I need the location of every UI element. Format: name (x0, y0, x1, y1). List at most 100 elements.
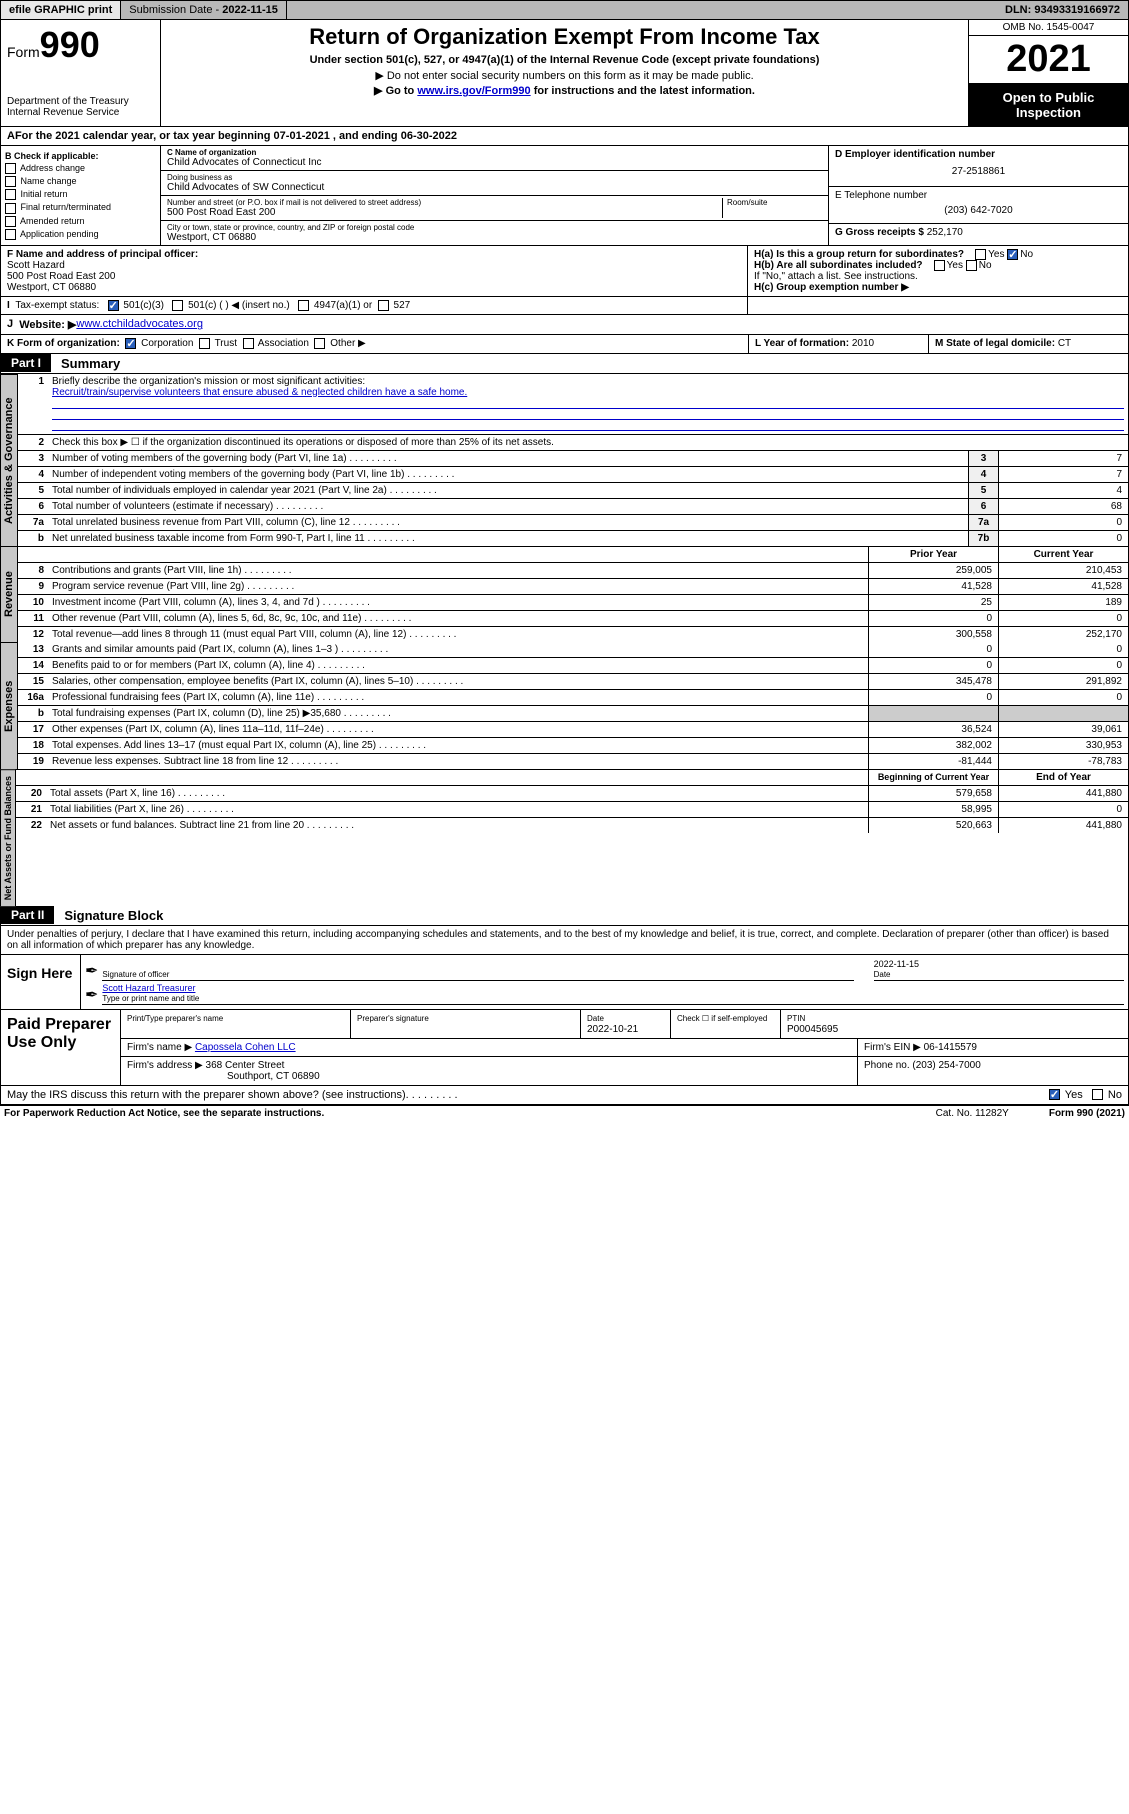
firm-name[interactable]: Capossela Cohen LLC (195, 1042, 296, 1053)
table-row: 4 Number of independent voting members o… (18, 467, 1128, 483)
block-bcd: B Check if applicable: Address change Na… (0, 146, 1129, 246)
block-b: B Check if applicable: Address change Na… (1, 146, 161, 245)
section-expenses: Expenses 13 Grants and similar amounts p… (0, 642, 1129, 769)
section-revenue: Revenue Prior Year Current Year 8 Contri… (0, 546, 1129, 642)
city-state-zip: Westport, CT 06880 (167, 232, 822, 243)
year-formation: 2010 (852, 338, 874, 349)
pen-icon: ✒ (85, 985, 98, 1005)
footer: For Paperwork Reduction Act Notice, see … (0, 1105, 1129, 1121)
table-row: 6 Total number of volunteers (estimate i… (18, 499, 1128, 515)
tab-expenses: Expenses (0, 642, 18, 769)
irs-link[interactable]: www.irs.gov/Form990 (417, 85, 530, 97)
note-ssn: ▶ Do not enter social security numbers o… (167, 69, 962, 82)
table-row: 10 Investment income (Part VIII, column … (18, 595, 1128, 611)
checkbox-other[interactable] (314, 338, 325, 349)
form-title: Return of Organization Exempt From Incom… (167, 24, 962, 50)
checkbox-name-change[interactable] (5, 176, 16, 187)
checkbox-address-change[interactable] (5, 163, 16, 174)
gross-receipts: 252,170 (927, 227, 963, 238)
table-row: 14 Benefits paid to or for members (Part… (18, 658, 1128, 674)
section-activities: Activities & Governance 1 Briefly descri… (0, 374, 1129, 546)
table-row: 16a Professional fundraising fees (Part … (18, 690, 1128, 706)
section-netassets: Net Assets or Fund Balances Beginning of… (0, 769, 1129, 906)
checkbox-527[interactable] (378, 300, 389, 311)
checkbox-corp[interactable] (125, 338, 136, 349)
checkbox-hb-yes[interactable] (934, 260, 945, 271)
discuss-row: May the IRS discuss this return with the… (0, 1086, 1129, 1105)
block-fh: F Name and address of principal officer:… (0, 246, 1129, 297)
telephone: (203) 642-7020 (835, 201, 1122, 220)
website-link[interactable]: www.ctchildadvocates.org (76, 318, 203, 331)
line-a: A For the 2021 calendar year, or tax yea… (0, 127, 1129, 146)
note-link: ▶ Go to www.irs.gov/Form990 for instruct… (167, 84, 962, 97)
part1-header: Part I Summary (0, 354, 1129, 374)
checkbox-trust[interactable] (199, 338, 210, 349)
pen-icon: ✒ (85, 961, 98, 981)
dept-treasury: Department of the Treasury Internal Reve… (7, 96, 154, 118)
checkbox-final-return[interactable] (5, 203, 16, 214)
checkbox-discuss-no[interactable] (1092, 1089, 1103, 1100)
table-row: 20 Total assets (Part X, line 16) 579,65… (16, 786, 1128, 802)
dln: DLN: 93493319166972 (997, 1, 1128, 19)
table-row: 21 Total liabilities (Part X, line 26) 5… (16, 802, 1128, 818)
ptin: P00045695 (787, 1024, 838, 1035)
firm-addr2: Southport, CT 06890 (227, 1071, 320, 1082)
table-row: 8 Contributions and grants (Part VIII, l… (18, 563, 1128, 579)
mission-text[interactable]: Recruit/train/supervise volunteers that … (52, 387, 467, 398)
checkbox-501c[interactable] (172, 300, 183, 311)
table-row: 19 Revenue less expenses. Subtract line … (18, 754, 1128, 769)
dba: Child Advocates of SW Connecticut (167, 182, 822, 193)
table-row: 7a Total unrelated business revenue from… (18, 515, 1128, 531)
block-c: C Name of organization Child Advocates o… (161, 146, 828, 245)
checkbox-initial-return[interactable] (5, 189, 16, 200)
checkbox-ha-yes[interactable] (975, 249, 986, 260)
checkbox-4947[interactable] (298, 300, 309, 311)
penalties-text: Under penalties of perjury, I declare th… (0, 926, 1129, 955)
checkbox-amended-return[interactable] (5, 216, 16, 227)
table-row: 17 Other expenses (Part IX, column (A), … (18, 722, 1128, 738)
submission-date: Submission Date - 2022-11-15 (121, 1, 287, 19)
line-klm: K Form of organization: Corporation Trus… (0, 335, 1129, 353)
firm-ein: 06-1415579 (924, 1042, 977, 1053)
state-domicile: CT (1058, 338, 1071, 349)
officer-name-sig[interactable]: Scott Hazard Treasurer (102, 983, 195, 993)
checkbox-application-pending[interactable] (5, 229, 16, 240)
tab-netassets: Net Assets or Fund Balances (0, 769, 16, 906)
sig-date: 2022-11-15 (874, 959, 919, 969)
part2-header: Part II Signature Block (0, 906, 1129, 926)
form-header: Form990 Department of the Treasury Inter… (0, 20, 1129, 127)
org-name: Child Advocates of Connecticut Inc (167, 157, 822, 168)
prep-date: 2022-10-21 (587, 1024, 638, 1035)
tab-revenue: Revenue (0, 546, 18, 642)
table-row: 3 Number of voting members of the govern… (18, 451, 1128, 467)
checkbox-501c3[interactable] (108, 300, 119, 311)
ein: 27-2518861 (835, 160, 1122, 183)
tab-activities: Activities & Governance (0, 374, 18, 546)
paid-preparer: Paid Preparer Use Only Print/Type prepar… (0, 1010, 1129, 1086)
firm-phone: (203) 254-7000 (912, 1060, 980, 1071)
topbar: efile GRAPHIC print Submission Date - 20… (0, 0, 1129, 20)
table-row: 15 Salaries, other compensation, employe… (18, 674, 1128, 690)
table-row: 13 Grants and similar amounts paid (Part… (18, 642, 1128, 658)
checkbox-discuss-yes[interactable] (1049, 1089, 1060, 1100)
efile-print-button[interactable]: efile GRAPHIC print (1, 1, 121, 19)
omb-number: OMB No. 1545-0047 (969, 20, 1128, 36)
officer-name: Scott Hazard (7, 260, 65, 271)
table-row: 18 Total expenses. Add lines 13–17 (must… (18, 738, 1128, 754)
line-j: J Website: ▶ www.ctchildadvocates.org (0, 315, 1129, 335)
checkbox-ha-no[interactable] (1007, 249, 1018, 260)
form-number: Form990 (7, 24, 154, 66)
street-address: 500 Post Road East 200 (167, 207, 722, 218)
table-row: 5 Total number of individuals employed i… (18, 483, 1128, 499)
tax-year: 2021 (969, 36, 1128, 84)
open-inspection: Open to Public Inspection (969, 84, 1128, 126)
firm-addr1: 368 Center Street (206, 1060, 285, 1071)
table-row: 9 Program service revenue (Part VIII, li… (18, 579, 1128, 595)
checkbox-hb-no[interactable] (966, 260, 977, 271)
checkbox-assoc[interactable] (243, 338, 254, 349)
signature-block: Sign Here ✒ Signature of officer 2022-11… (0, 955, 1129, 1010)
table-row: 22 Net assets or fund balances. Subtract… (16, 818, 1128, 833)
block-d: D Employer identification number 27-2518… (828, 146, 1128, 245)
table-row: b Total fundraising expenses (Part IX, c… (18, 706, 1128, 722)
table-row: 12 Total revenue—add lines 8 through 11 … (18, 627, 1128, 642)
